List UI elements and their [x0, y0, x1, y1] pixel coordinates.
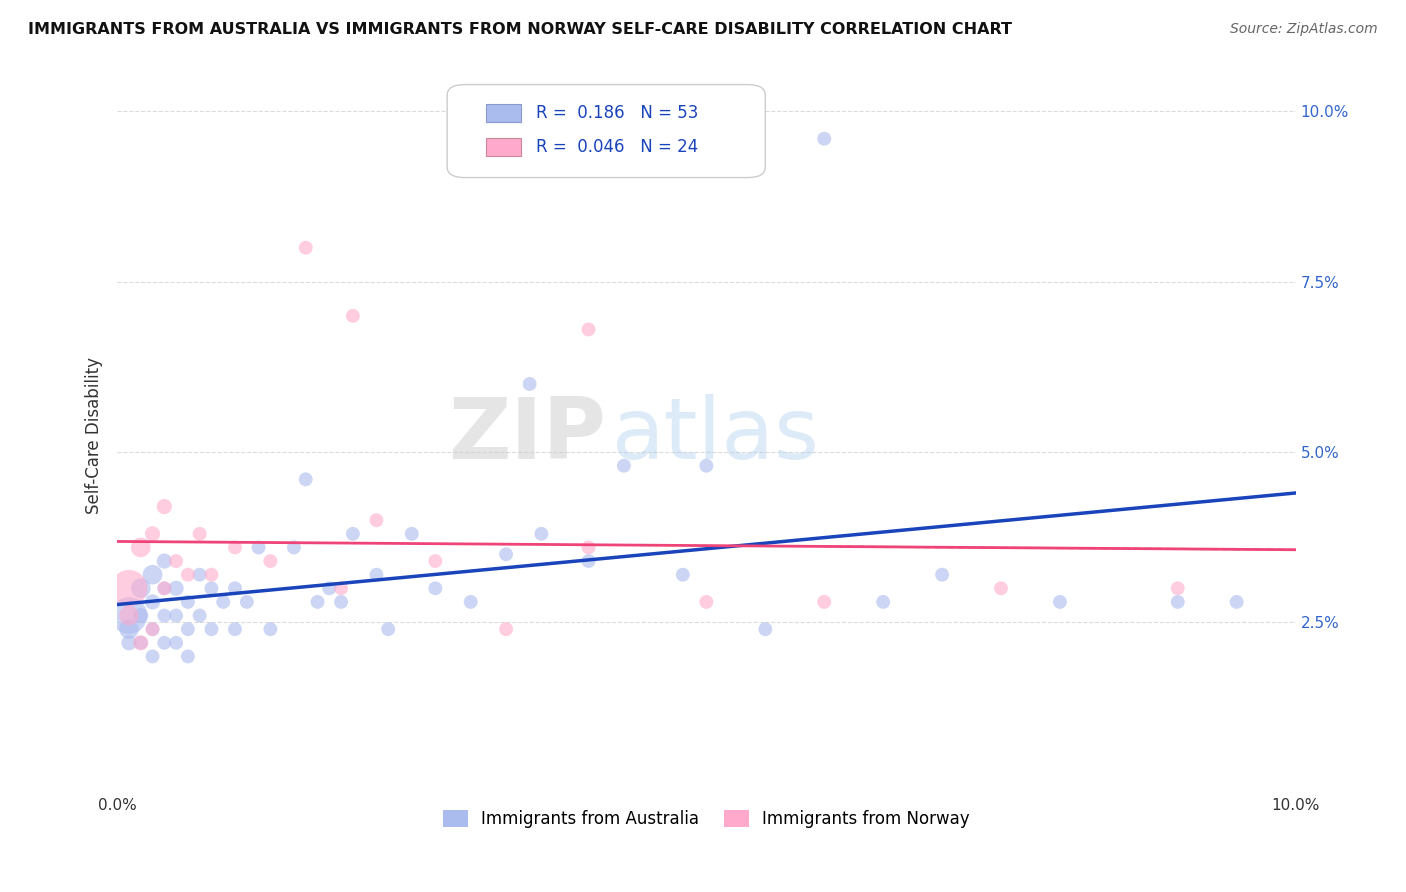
Point: [153, 636, 176, 650]
Point: [259, 554, 281, 568]
Point: [118, 622, 141, 636]
FancyBboxPatch shape: [447, 85, 765, 178]
Point: [425, 582, 447, 596]
Point: [188, 567, 211, 582]
Text: IMMIGRANTS FROM AUSTRALIA VS IMMIGRANTS FROM NORWAY SELF-CARE DISABILITY CORRELA: IMMIGRANTS FROM AUSTRALIA VS IMMIGRANTS …: [28, 22, 1012, 37]
Bar: [486, 103, 522, 122]
Point: [1167, 582, 1189, 596]
Point: [613, 458, 636, 473]
Point: [1167, 595, 1189, 609]
Point: [578, 541, 600, 555]
Point: [141, 622, 163, 636]
Text: Source: ZipAtlas.com: Source: ZipAtlas.com: [1230, 22, 1378, 37]
Point: [236, 595, 259, 609]
Point: [129, 582, 152, 596]
Point: [294, 472, 316, 486]
Point: [165, 636, 187, 650]
Point: [813, 132, 835, 146]
Point: [530, 526, 553, 541]
Point: [990, 582, 1012, 596]
Point: [177, 595, 200, 609]
Point: [460, 595, 482, 609]
Point: [578, 554, 600, 568]
Point: [177, 649, 200, 664]
Point: [224, 582, 246, 596]
Point: [118, 608, 141, 623]
Point: [177, 622, 200, 636]
Point: [118, 582, 141, 596]
Point: [129, 541, 152, 555]
Point: [247, 541, 270, 555]
Point: [153, 500, 176, 514]
Point: [294, 241, 316, 255]
Point: [872, 595, 894, 609]
Text: ZIP: ZIP: [449, 393, 606, 476]
Point: [695, 595, 717, 609]
Point: [366, 567, 388, 582]
Point: [259, 622, 281, 636]
Point: [129, 636, 152, 650]
Point: [578, 322, 600, 336]
Point: [495, 622, 517, 636]
Point: [224, 541, 246, 555]
Text: atlas: atlas: [612, 393, 820, 476]
Point: [188, 608, 211, 623]
Point: [283, 541, 305, 555]
Point: [495, 547, 517, 561]
Bar: [486, 137, 522, 156]
Point: [153, 582, 176, 596]
Point: [153, 608, 176, 623]
Point: [330, 582, 353, 596]
Point: [200, 582, 222, 596]
Point: [342, 309, 364, 323]
Point: [425, 554, 447, 568]
Point: [1226, 595, 1249, 609]
Point: [118, 636, 141, 650]
Point: [141, 622, 163, 636]
Point: [931, 567, 953, 582]
Point: [141, 526, 163, 541]
Y-axis label: Self-Care Disability: Self-Care Disability: [86, 357, 103, 514]
Point: [200, 622, 222, 636]
Point: [118, 608, 141, 623]
Point: [165, 608, 187, 623]
Point: [377, 622, 399, 636]
Point: [188, 526, 211, 541]
Point: [307, 595, 329, 609]
Legend: Immigrants from Australia, Immigrants from Norway: Immigrants from Australia, Immigrants fr…: [436, 803, 977, 834]
Point: [212, 595, 235, 609]
Point: [153, 582, 176, 596]
Text: R =  0.186   N = 53: R = 0.186 N = 53: [536, 104, 697, 122]
Point: [129, 608, 152, 623]
Point: [177, 567, 200, 582]
Point: [813, 595, 835, 609]
Point: [153, 554, 176, 568]
Point: [141, 595, 163, 609]
Point: [200, 567, 222, 582]
Point: [165, 554, 187, 568]
Point: [129, 636, 152, 650]
Point: [330, 595, 353, 609]
Point: [401, 526, 423, 541]
Point: [141, 567, 163, 582]
Point: [1049, 595, 1071, 609]
Point: [519, 376, 541, 391]
Point: [318, 582, 340, 596]
Point: [224, 622, 246, 636]
Text: R =  0.046   N = 24: R = 0.046 N = 24: [536, 138, 697, 156]
Point: [672, 567, 695, 582]
Point: [141, 649, 163, 664]
Point: [754, 622, 776, 636]
Point: [366, 513, 388, 527]
Point: [165, 582, 187, 596]
Point: [695, 458, 717, 473]
Point: [342, 526, 364, 541]
